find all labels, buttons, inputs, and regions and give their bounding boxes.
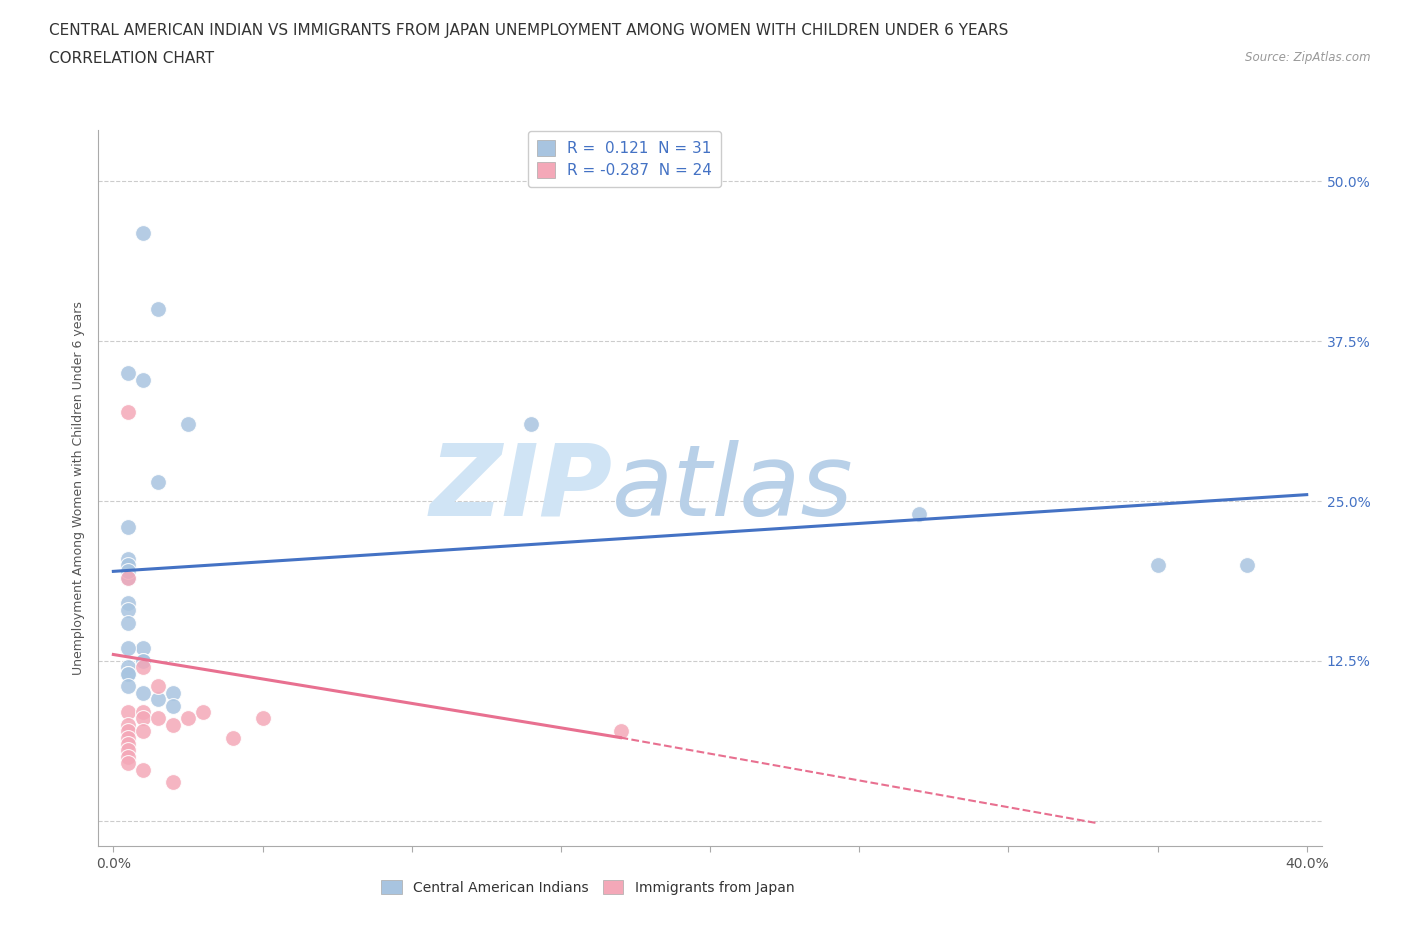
Legend: Central American Indians, Immigrants from Japan: Central American Indians, Immigrants fro… <box>375 874 800 900</box>
Point <box>162 717 184 732</box>
Point <box>162 698 184 713</box>
Point <box>132 685 155 700</box>
Point <box>177 417 200 432</box>
Text: CENTRAL AMERICAN INDIAN VS IMMIGRANTS FROM JAPAN UNEMPLOYMENT AMONG WOMEN WITH C: CENTRAL AMERICAN INDIAN VS IMMIGRANTS FR… <box>49 23 1008 38</box>
Point <box>132 641 155 656</box>
Point <box>146 474 169 489</box>
Text: atlas: atlas <box>612 440 853 537</box>
Point <box>609 724 631 738</box>
Point <box>117 717 139 732</box>
Point <box>117 570 139 585</box>
Point <box>146 679 169 694</box>
Point <box>117 730 139 745</box>
Point <box>117 705 139 720</box>
Point <box>117 666 139 681</box>
Point <box>132 660 155 675</box>
Point <box>146 302 169 317</box>
Point <box>117 570 139 585</box>
Point <box>132 724 155 738</box>
Point <box>146 692 169 707</box>
Point <box>117 724 139 738</box>
Point <box>1146 558 1168 573</box>
Point <box>117 570 139 585</box>
Point <box>117 660 139 675</box>
Point <box>117 519 139 534</box>
Point <box>117 558 139 573</box>
Point <box>117 365 139 380</box>
Point <box>221 730 243 745</box>
Point <box>117 564 139 578</box>
Point <box>132 705 155 720</box>
Point <box>162 775 184 790</box>
Point <box>132 654 155 669</box>
Point <box>117 603 139 618</box>
Point <box>908 507 931 522</box>
Point <box>117 737 139 751</box>
Point <box>146 711 169 726</box>
Point <box>1236 558 1258 573</box>
Point <box>177 711 200 726</box>
Point <box>117 405 139 419</box>
Point <box>132 654 155 669</box>
Point <box>117 596 139 611</box>
Y-axis label: Unemployment Among Women with Children Under 6 years: Unemployment Among Women with Children U… <box>72 301 86 675</box>
Point <box>117 756 139 771</box>
Point <box>117 551 139 566</box>
Point <box>132 225 155 240</box>
Point <box>162 685 184 700</box>
Point <box>132 372 155 387</box>
Point <box>191 705 214 720</box>
Point <box>252 711 274 726</box>
Point <box>132 763 155 777</box>
Text: ZIP: ZIP <box>429 440 612 537</box>
Point <box>132 711 155 726</box>
Point <box>520 417 543 432</box>
Point <box>117 743 139 758</box>
Text: Source: ZipAtlas.com: Source: ZipAtlas.com <box>1246 51 1371 64</box>
Point <box>117 666 139 681</box>
Text: CORRELATION CHART: CORRELATION CHART <box>49 51 214 66</box>
Point <box>117 615 139 630</box>
Point <box>117 750 139 764</box>
Point <box>117 679 139 694</box>
Point <box>117 641 139 656</box>
